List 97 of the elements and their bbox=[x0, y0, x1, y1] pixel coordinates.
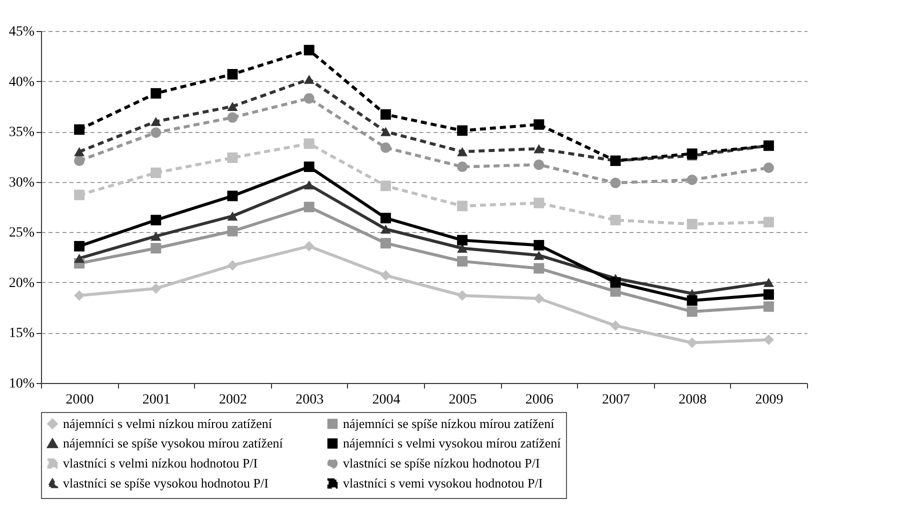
point bbox=[380, 127, 391, 136]
point bbox=[686, 148, 698, 159]
y-tick-label: 45% bbox=[8, 24, 35, 40]
point bbox=[534, 119, 544, 130]
point bbox=[304, 44, 314, 56]
point bbox=[686, 306, 698, 317]
point bbox=[304, 202, 314, 212]
x-tick-label: 2001 bbox=[142, 392, 170, 408]
point bbox=[610, 214, 621, 226]
x-tick-label: 2000 bbox=[66, 392, 94, 408]
point bbox=[227, 260, 238, 271]
point bbox=[150, 88, 162, 99]
point bbox=[686, 218, 698, 230]
point bbox=[74, 124, 85, 135]
legend-label: vlastníci se spíše vysokou hodnotou P/I bbox=[63, 476, 268, 490]
y-tick-label: 10% bbox=[8, 376, 35, 392]
point bbox=[304, 74, 314, 84]
x-tick-label: 2002 bbox=[219, 392, 247, 408]
x-tick-label: 2009 bbox=[755, 392, 784, 408]
point bbox=[74, 240, 85, 252]
point bbox=[150, 242, 162, 254]
point bbox=[610, 320, 621, 331]
point bbox=[380, 109, 391, 120]
point bbox=[686, 295, 698, 306]
point bbox=[304, 138, 314, 149]
point bbox=[457, 290, 468, 301]
point bbox=[227, 212, 238, 221]
legend-label: vlastníci s velmi nízkou hodnotou P/I bbox=[63, 456, 258, 470]
point bbox=[457, 147, 468, 156]
point bbox=[534, 198, 544, 208]
point bbox=[534, 263, 544, 274]
y-tick-label: 15% bbox=[8, 326, 35, 342]
point bbox=[534, 250, 544, 260]
point bbox=[227, 69, 238, 80]
point bbox=[534, 293, 544, 304]
point bbox=[227, 226, 238, 236]
point bbox=[534, 144, 544, 154]
point bbox=[457, 162, 468, 172]
point bbox=[380, 270, 391, 281]
point bbox=[534, 240, 544, 250]
point bbox=[686, 174, 698, 186]
point bbox=[227, 152, 238, 163]
point bbox=[227, 102, 238, 111]
legend-label: nájemníci s velmi vysokou mírou zatížení bbox=[343, 436, 562, 450]
legend-label: vlastníci s vemi vysokou hodnotou P/I bbox=[343, 476, 543, 490]
point bbox=[457, 234, 468, 246]
x-tick-label: 2005 bbox=[448, 392, 477, 408]
legend-label: nájemníci se spíše vysokou mírou zatížení bbox=[63, 436, 284, 450]
point bbox=[610, 277, 621, 288]
x-tick-label: 2003 bbox=[296, 392, 324, 408]
point bbox=[763, 301, 774, 312]
point bbox=[763, 216, 774, 228]
point bbox=[150, 168, 162, 178]
point bbox=[74, 290, 85, 301]
x-tick-label: 2006 bbox=[525, 392, 554, 408]
y-tick-label: 30% bbox=[8, 175, 35, 190]
point bbox=[610, 178, 621, 188]
point bbox=[74, 254, 85, 263]
point bbox=[763, 334, 774, 345]
point bbox=[380, 142, 391, 153]
point bbox=[763, 278, 774, 287]
point bbox=[150, 127, 162, 138]
legend-label: vlastníci se spíše nízkou hodnotou P/I bbox=[343, 456, 540, 470]
point bbox=[150, 283, 162, 294]
point bbox=[380, 224, 391, 234]
point bbox=[457, 256, 468, 267]
point bbox=[380, 238, 391, 248]
legend-label: nájemníci s velmi nízkou mírou zatížení bbox=[63, 416, 272, 431]
point bbox=[74, 190, 85, 200]
point bbox=[380, 212, 391, 224]
point bbox=[74, 147, 85, 156]
point bbox=[457, 200, 468, 212]
point bbox=[457, 244, 468, 253]
point bbox=[763, 162, 774, 174]
x-tick-label: 2007 bbox=[602, 392, 630, 408]
point bbox=[534, 160, 544, 170]
point bbox=[74, 156, 85, 166]
point bbox=[304, 162, 314, 172]
point bbox=[304, 93, 314, 104]
point bbox=[457, 125, 468, 136]
point bbox=[227, 112, 238, 123]
point bbox=[304, 240, 314, 252]
point bbox=[150, 116, 162, 126]
y-tick-label: 25% bbox=[8, 226, 35, 241]
point bbox=[304, 180, 314, 190]
point bbox=[150, 214, 162, 226]
point bbox=[150, 232, 162, 241]
point bbox=[227, 190, 238, 202]
y-tick-label: 40% bbox=[8, 74, 35, 90]
x-tick-label: 2004 bbox=[372, 392, 400, 408]
y-tick-label: 20% bbox=[8, 276, 35, 291]
point bbox=[763, 289, 774, 300]
point bbox=[686, 338, 698, 348]
y-tick-label: 35% bbox=[8, 125, 35, 140]
x-tick-label: 2008 bbox=[678, 392, 707, 408]
legend-label: nájemníci se spíše nízkou mírou zatížení bbox=[343, 416, 555, 431]
point bbox=[380, 180, 391, 192]
